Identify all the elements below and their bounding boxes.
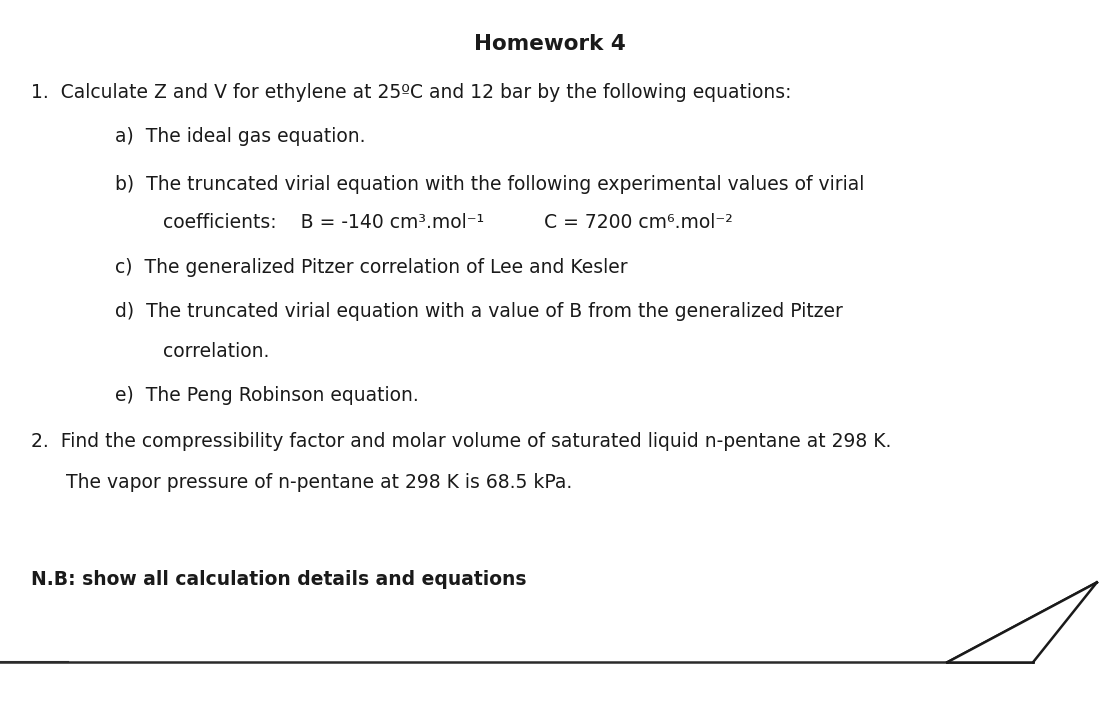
Polygon shape: [947, 582, 1097, 662]
Text: The vapor pressure of n-pentane at 298 K is 68.5 kPa.: The vapor pressure of n-pentane at 298 K…: [66, 473, 573, 492]
Text: d)  The truncated virial equation with a value of B from the generalized Pitzer: d) The truncated virial equation with a …: [115, 302, 843, 321]
Text: b)  The truncated virial equation with the following experimental values of viri: b) The truncated virial equation with th…: [115, 175, 865, 194]
Text: Homework 4: Homework 4: [474, 34, 625, 54]
Text: correlation.: correlation.: [163, 342, 269, 361]
Text: coefficients:    B = -140 cm³.mol⁻¹          C = 7200 cm⁶.mol⁻²: coefficients: B = -140 cm³.mol⁻¹ C = 720…: [163, 213, 732, 232]
Text: 2.  Find the compressibility factor and molar volume of saturated liquid n-penta: 2. Find the compressibility factor and m…: [31, 432, 891, 451]
Text: N.B: show all calculation details and equations: N.B: show all calculation details and eq…: [31, 570, 526, 590]
Text: a)  The ideal gas equation.: a) The ideal gas equation.: [115, 127, 366, 146]
Text: c)  The generalized Pitzer correlation of Lee and Kesler: c) The generalized Pitzer correlation of…: [115, 258, 628, 277]
Text: 1.  Calculate Z and V for ethylene at 25ºC and 12 bar by the following equations: 1. Calculate Z and V for ethylene at 25º…: [31, 83, 791, 102]
Text: e)  The Peng Robinson equation.: e) The Peng Robinson equation.: [115, 386, 419, 405]
